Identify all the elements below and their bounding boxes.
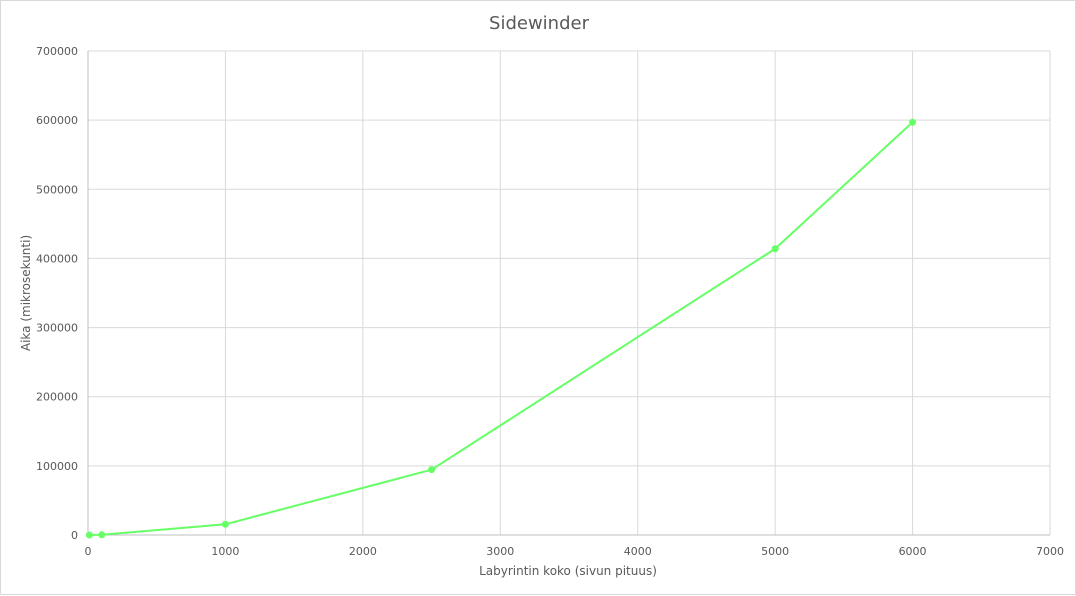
data-point [221,520,229,528]
y-axis-title: Aika (mikrosekunti) [19,235,33,351]
data-point [428,466,436,474]
y-tick-label: 200000 [36,391,78,404]
axis-layer: 0 100000 200000 300000 400000 500000 600000 700… [36,45,1064,558]
x-tick-label: 7000 [1036,545,1064,558]
series-line [89,121,914,536]
grid-layer [88,50,1051,535]
x-tick-label: 2000 [349,545,377,558]
y-tick-label: 0 [71,529,78,542]
y-tick-label: 500000 [36,183,78,196]
series-layer [85,118,917,539]
x-tick-label: 5000 [761,545,789,558]
y-tick-label: 300000 [36,322,78,335]
data-point [85,531,93,539]
y-tick-label: 600000 [36,114,78,127]
x-tick-label: 6000 [899,545,927,558]
x-axis-title: Labyrintin koko (sivun pituus) [479,564,657,578]
data-point [771,245,779,253]
y-tick-label: 400000 [36,252,78,265]
data-point [909,118,917,126]
chart-title: Sidewinder [489,13,590,34]
y-tick-label: 700000 [36,45,78,58]
x-tick-label: 3000 [486,545,514,558]
x-tick-label: 1000 [211,545,239,558]
data-point [98,531,106,539]
x-tick-label: 0 [85,545,92,558]
x-tick-label: 4000 [624,545,652,558]
y-tick-label: 100000 [36,460,78,473]
